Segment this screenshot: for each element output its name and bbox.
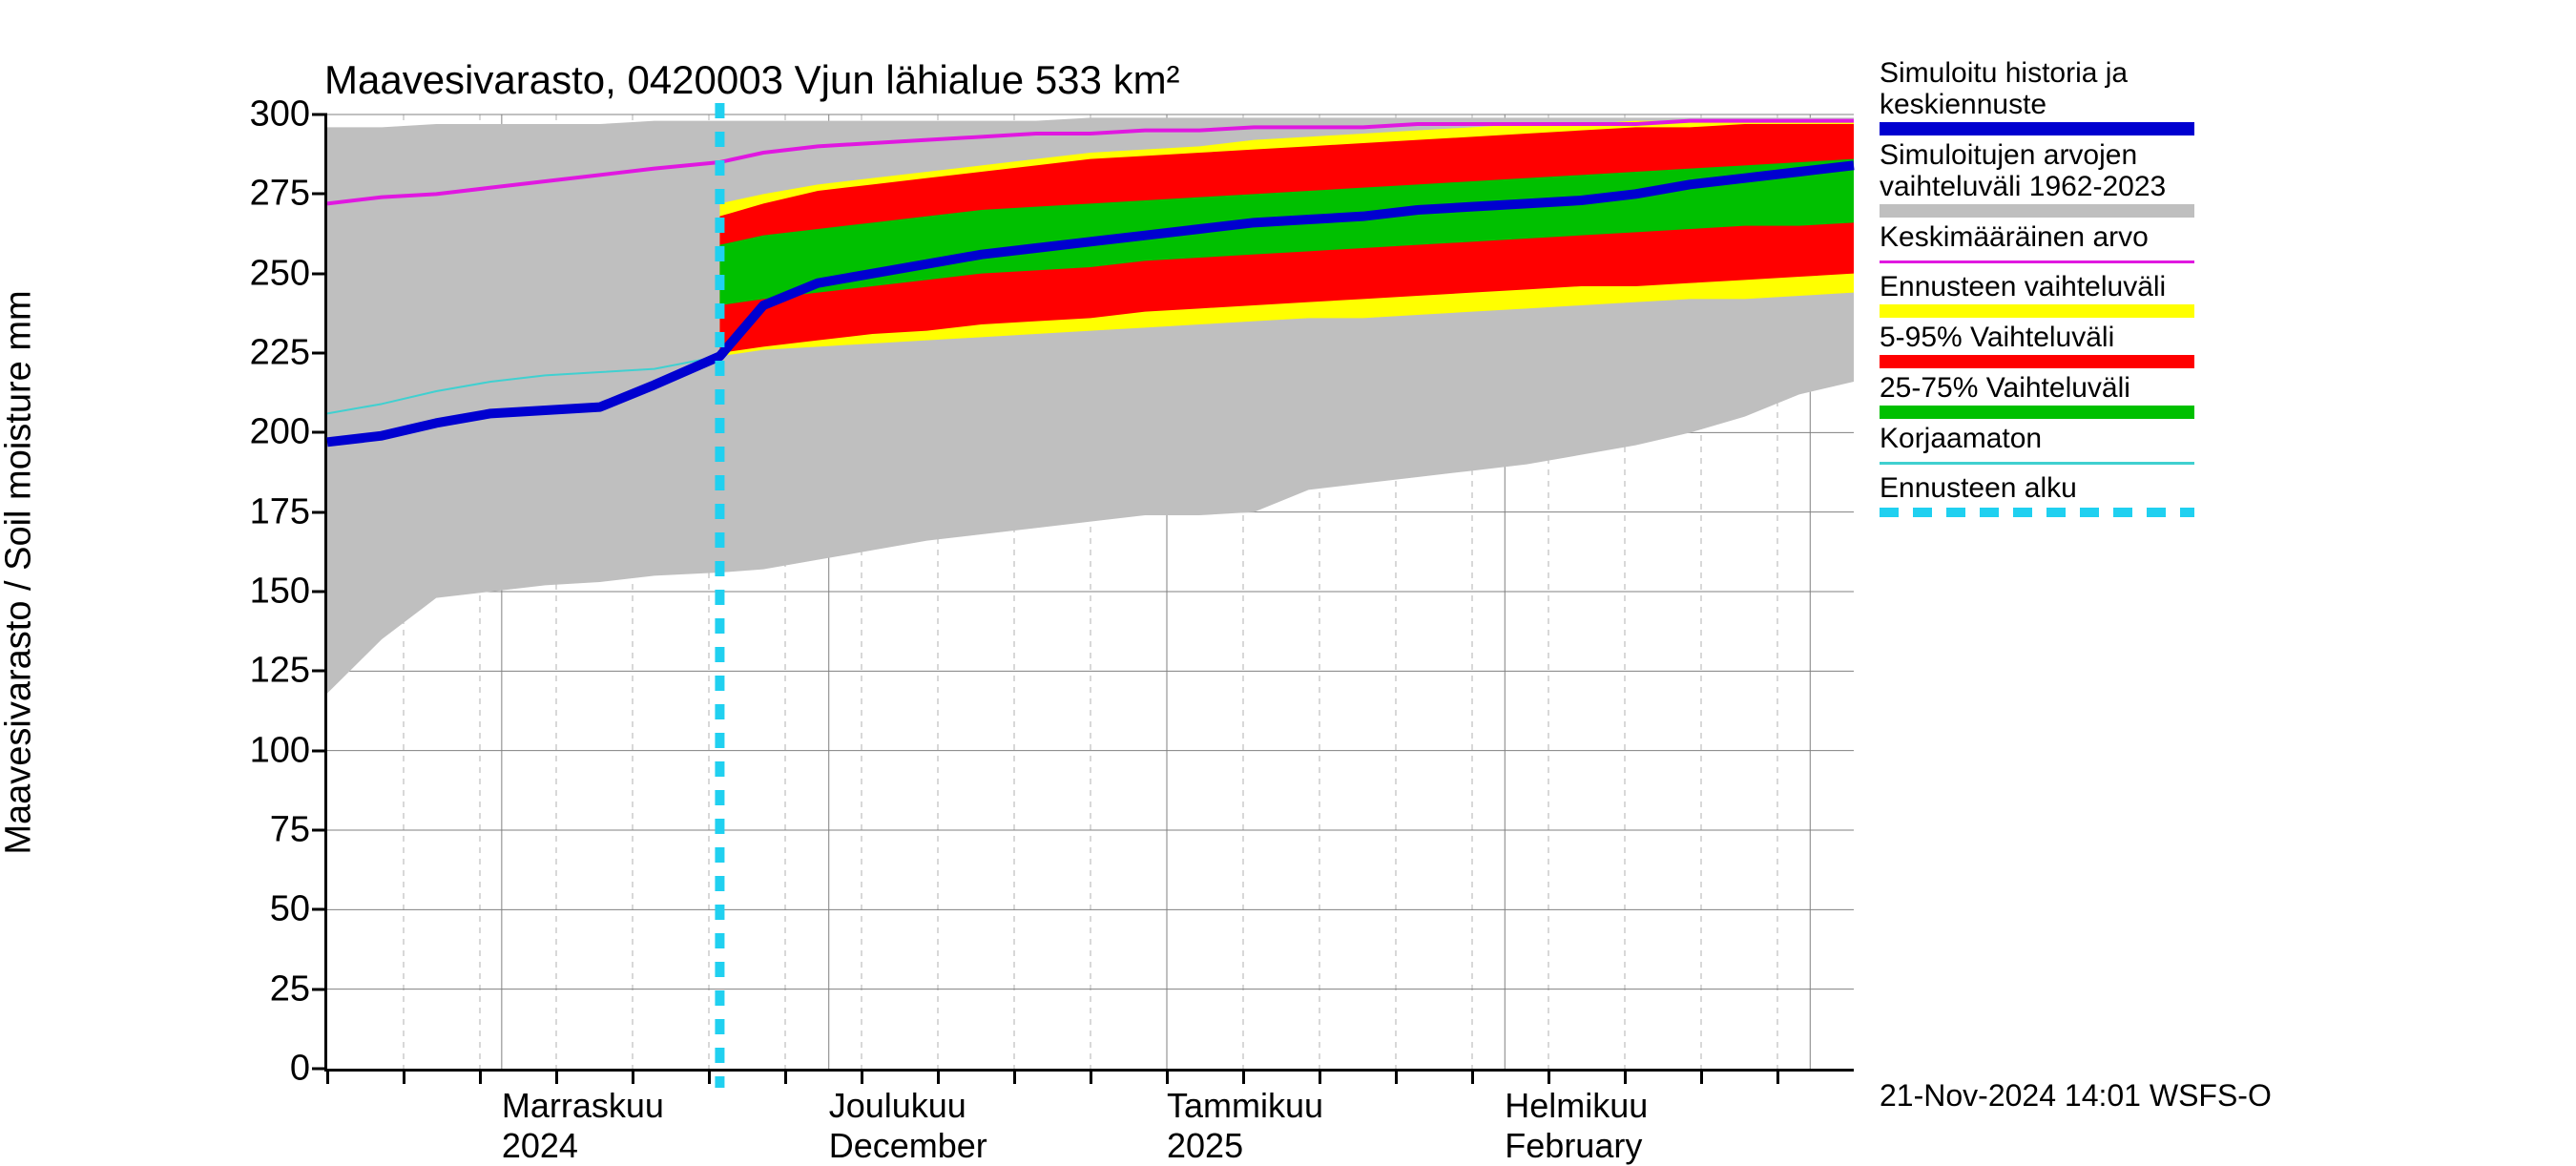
x-tick-mark bbox=[861, 1069, 863, 1084]
x-tick-mark bbox=[1319, 1069, 1321, 1084]
legend-swatch bbox=[1880, 304, 2194, 318]
x-axis-month-label: Helmikuu bbox=[1505, 1086, 1648, 1126]
legend-label: Simuloitu historia ja bbox=[1880, 57, 2194, 89]
x-tick-mark bbox=[1013, 1069, 1016, 1084]
x-tick-mark bbox=[1090, 1069, 1092, 1084]
legend-swatch bbox=[1880, 355, 2194, 368]
x-tick-mark bbox=[1242, 1069, 1245, 1084]
y-tick-label: 275 bbox=[250, 174, 327, 215]
y-tick-label: 100 bbox=[250, 730, 327, 771]
x-tick-mark bbox=[1166, 1069, 1169, 1084]
legend-item: Ennusteen alku bbox=[1880, 472, 2194, 517]
x-tick-mark bbox=[708, 1069, 711, 1084]
y-axis-label: Maavesivarasto / Soil moisture mm bbox=[0, 290, 40, 854]
x-tick-mark bbox=[632, 1069, 634, 1084]
legend: Simuloitu historia jakeskiennusteSimuloi… bbox=[1880, 57, 2194, 521]
legend-label: vaihteluväli 1962-2023 bbox=[1880, 171, 2194, 202]
legend-label: Simuloitujen arvojen bbox=[1880, 139, 2194, 171]
legend-label: Keskimääräinen arvo bbox=[1880, 221, 2194, 253]
y-tick-label: 300 bbox=[250, 94, 327, 135]
legend-item: Simuloitujen arvojenvaihteluväli 1962-20… bbox=[1880, 139, 2194, 218]
legend-item: Ennusteen vaihteluväli bbox=[1880, 271, 2194, 318]
legend-swatch bbox=[1880, 260, 2194, 263]
y-tick-label: 25 bbox=[270, 968, 327, 1010]
legend-label: keskiennuste bbox=[1880, 89, 2194, 120]
x-tick-mark bbox=[555, 1069, 558, 1084]
x-tick-mark bbox=[479, 1069, 482, 1084]
x-tick-mark bbox=[1624, 1069, 1627, 1084]
legend-item: 5-95% Vaihteluväli bbox=[1880, 322, 2194, 368]
x-tick-mark bbox=[1471, 1069, 1474, 1084]
x-axis-month-sublabel: December bbox=[829, 1126, 987, 1166]
legend-swatch bbox=[1880, 508, 2194, 517]
legend-label: 25-75% Vaihteluväli bbox=[1880, 372, 2194, 404]
y-tick-label: 200 bbox=[250, 412, 327, 453]
chart-title: Maavesivarasto, 0420003 Vjun lähialue 53… bbox=[324, 57, 1180, 103]
legend-swatch bbox=[1880, 462, 2194, 465]
legend-label: 5-95% Vaihteluväli bbox=[1880, 322, 2194, 353]
x-axis-month-sublabel: 2025 bbox=[1167, 1126, 1243, 1166]
x-tick-mark bbox=[1776, 1069, 1779, 1084]
x-tick-mark bbox=[403, 1069, 405, 1084]
legend-label: Ennusteen alku bbox=[1880, 472, 2194, 504]
x-tick-mark bbox=[1548, 1069, 1550, 1084]
legend-item: Simuloitu historia jakeskiennuste bbox=[1880, 57, 2194, 135]
y-tick-label: 125 bbox=[250, 651, 327, 692]
y-tick-label: 50 bbox=[270, 889, 327, 930]
legend-item: Korjaamaton bbox=[1880, 423, 2194, 465]
legend-label: Korjaamaton bbox=[1880, 423, 2194, 454]
x-axis-month-label: Joulukuu bbox=[829, 1086, 966, 1126]
y-tick-label: 75 bbox=[270, 810, 327, 851]
legend-swatch bbox=[1880, 204, 2194, 218]
y-tick-label: 150 bbox=[250, 572, 327, 613]
plot-area: 0255075100125150175200225250275300Marras… bbox=[324, 115, 1854, 1072]
footer-timestamp: 21-Nov-2024 14:01 WSFS-O bbox=[1880, 1078, 2272, 1114]
x-axis-month-sublabel: February bbox=[1505, 1126, 1642, 1166]
legend-swatch bbox=[1880, 406, 2194, 419]
y-tick-label: 225 bbox=[250, 333, 327, 374]
y-tick-label: 250 bbox=[250, 253, 327, 294]
y-tick-label: 0 bbox=[290, 1049, 327, 1090]
x-axis-month-label: Marraskuu bbox=[502, 1086, 664, 1126]
chart-canvas: Maavesivarasto, 0420003 Vjun lähialue 53… bbox=[0, 0, 2576, 1145]
legend-swatch bbox=[1880, 122, 2194, 135]
legend-item: Keskimääräinen arvo bbox=[1880, 221, 2194, 263]
x-tick-mark bbox=[784, 1069, 787, 1084]
legend-item: 25-75% Vaihteluväli bbox=[1880, 372, 2194, 419]
legend-label: Ennusteen vaihteluväli bbox=[1880, 271, 2194, 302]
y-tick-label: 175 bbox=[250, 491, 327, 532]
x-tick-mark bbox=[1700, 1069, 1703, 1084]
x-tick-mark bbox=[326, 1069, 329, 1084]
x-axis-month-label: Tammikuu bbox=[1167, 1086, 1323, 1126]
x-tick-mark bbox=[1395, 1069, 1398, 1084]
x-axis-month-sublabel: 2024 bbox=[502, 1126, 578, 1166]
x-tick-mark bbox=[937, 1069, 940, 1084]
